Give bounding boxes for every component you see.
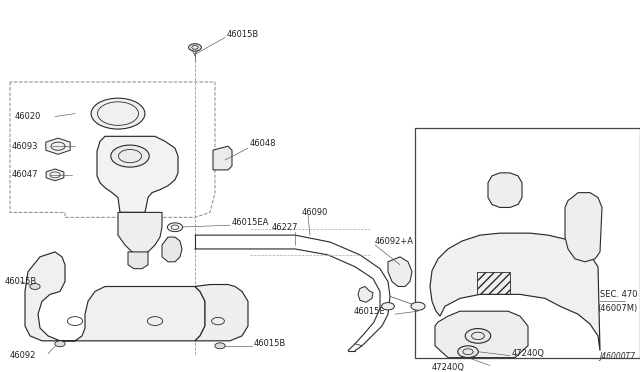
Circle shape (189, 44, 202, 51)
Bar (477, 272, 510, 294)
Text: 46048: 46048 (250, 139, 276, 148)
Text: J46000T7: J46000T7 (599, 352, 635, 360)
Text: 46015EA: 46015EA (232, 218, 269, 227)
Polygon shape (388, 257, 412, 286)
Circle shape (381, 302, 394, 310)
Circle shape (91, 98, 145, 129)
Polygon shape (46, 169, 64, 181)
Polygon shape (128, 252, 148, 269)
Text: SEC. 470: SEC. 470 (600, 290, 638, 299)
Polygon shape (97, 136, 178, 212)
Text: 46015B: 46015B (5, 277, 37, 286)
Text: 46015E: 46015E (353, 307, 385, 316)
Text: 46015B: 46015B (254, 339, 286, 348)
Text: 46092+A: 46092+A (375, 237, 414, 246)
Text: (46007M): (46007M) (598, 304, 638, 313)
Circle shape (215, 343, 225, 349)
Text: 46092: 46092 (10, 351, 36, 360)
Polygon shape (213, 146, 232, 170)
Text: 46227: 46227 (272, 223, 298, 232)
Polygon shape (162, 237, 182, 262)
Text: 46015B: 46015B (227, 30, 259, 39)
Circle shape (167, 223, 182, 232)
Polygon shape (430, 233, 600, 351)
Polygon shape (118, 212, 162, 255)
Text: 46047: 46047 (12, 170, 38, 179)
Text: 46020: 46020 (15, 112, 42, 121)
Circle shape (458, 346, 478, 357)
Circle shape (30, 283, 40, 289)
Polygon shape (435, 311, 528, 357)
Circle shape (411, 302, 425, 310)
Circle shape (465, 328, 491, 343)
Text: 47240Q: 47240Q (432, 363, 465, 372)
Polygon shape (565, 193, 602, 262)
Polygon shape (46, 138, 70, 154)
Bar (415, 128, 640, 357)
Circle shape (55, 341, 65, 347)
Text: 47240Q: 47240Q (512, 349, 545, 358)
Polygon shape (195, 285, 248, 341)
Text: 46090: 46090 (302, 208, 328, 217)
Circle shape (111, 145, 149, 167)
Text: 46093: 46093 (12, 142, 38, 151)
Polygon shape (358, 286, 373, 302)
Polygon shape (488, 173, 522, 208)
Polygon shape (25, 252, 205, 341)
